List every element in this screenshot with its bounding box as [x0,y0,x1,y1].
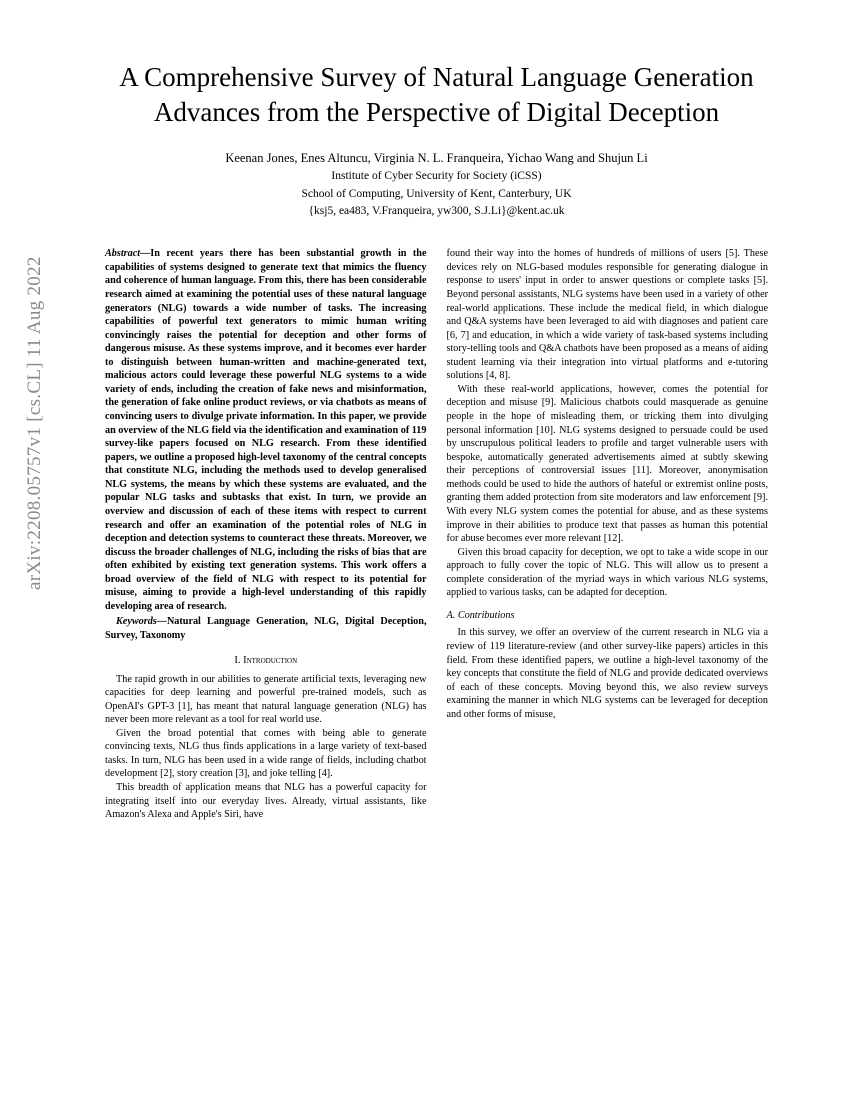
section-1-heading: I. Introduction [105,654,427,668]
keywords-block: Keywords—Natural Language Generation, NL… [105,615,427,642]
abstract-text: In recent years there has been substanti… [105,248,427,612]
affiliation-line-2: School of Computing, University of Kent,… [105,186,768,204]
left-column: Abstract—In recent years there has been … [105,247,427,821]
right-column: found their way into the homes of hundre… [447,247,769,821]
contributions-paragraph-1: In this survey, we offer an overview of … [447,626,769,721]
intro-paragraph-1: The rapid growth in our abilities to gen… [105,673,427,727]
subsection-a-heading: A. Contributions [447,609,769,623]
arxiv-identifier: arXiv:2208.05757v1 [cs.CL] 11 Aug 2022 [24,256,46,590]
two-column-body: Abstract—In recent years there has been … [105,247,768,821]
keywords-label: Keywords— [116,616,167,627]
author-list: Keenan Jones, Enes Altuncu, Virginia N. … [105,149,768,168]
intro-paragraph-2: Given the broad potential that comes wit… [105,727,427,781]
col2-paragraph-2: With these real-world applications, howe… [447,383,769,546]
author-emails: {ksj5, ea483, V.Franqueira, yw300, S.J.L… [105,203,768,221]
intro-paragraph-3: This breadth of application means that N… [105,781,427,822]
col2-paragraph-3: Given this broad capacity for deception,… [447,546,769,600]
affiliation-line-1: Institute of Cyber Security for Society … [105,168,768,186]
abstract-label: Abstract— [105,248,150,259]
col2-paragraph-1: found their way into the homes of hundre… [447,247,769,383]
page-content: A Comprehensive Survey of Natural Langua… [0,0,850,867]
paper-title: A Comprehensive Survey of Natural Langua… [105,60,768,129]
abstract-block: Abstract—In recent years there has been … [105,247,427,613]
